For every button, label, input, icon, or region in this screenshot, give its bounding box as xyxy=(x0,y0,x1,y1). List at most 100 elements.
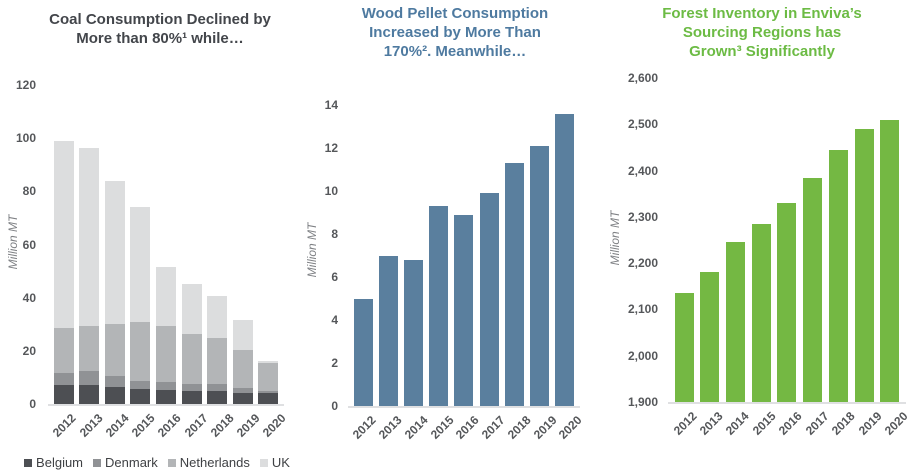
bar-2020 xyxy=(554,113,574,406)
y-tick-label-1900: 1,900 xyxy=(627,395,658,409)
legend-swatch-netherlands xyxy=(167,458,176,467)
y-tick-label-6: 6 xyxy=(331,270,338,284)
segment-netherlands-2020 xyxy=(258,362,279,391)
y-tick-label-120: 120 xyxy=(15,78,36,92)
wood-plot-area xyxy=(348,105,580,408)
bar-2014 xyxy=(726,242,746,402)
bar-2012 xyxy=(674,293,694,402)
y-tick-label-2200: 2,200 xyxy=(627,256,658,271)
coal-chart-title: Coal Consumption Declined by More than 8… xyxy=(49,11,271,47)
y-tick-label-8: 8 xyxy=(331,227,338,241)
coal-legend: Belgium Denmark Netherlands UK xyxy=(0,455,300,470)
segment-netherlands-2013 xyxy=(79,325,100,371)
bar-2016 xyxy=(155,267,176,404)
bar-2018 xyxy=(504,163,524,406)
legend-label-belgium: Belgium xyxy=(36,455,84,470)
segment-denmark-2016 xyxy=(155,382,176,391)
bar-2019 xyxy=(854,128,874,402)
x-tick-label-2015: 2015 xyxy=(128,411,158,440)
x-tick-label-2015: 2015 xyxy=(749,409,779,438)
x-tick-label-2014: 2014 xyxy=(401,413,431,442)
segment-belgium-2015 xyxy=(130,389,151,404)
coal-plot-area xyxy=(48,85,284,406)
segment-netherlands-2017 xyxy=(181,333,202,385)
x-tick-label-2012: 2012 xyxy=(670,409,700,438)
segment-netherlands-2018 xyxy=(207,337,228,385)
x-tick-label-2016: 2016 xyxy=(155,411,184,440)
x-tick-label-2018: 2018 xyxy=(829,409,858,438)
segment-denmark-2020 xyxy=(258,390,279,394)
segment-netherlands-2016 xyxy=(155,326,176,383)
forest-plot-area xyxy=(668,78,906,404)
y-tick-label-0: 0 xyxy=(29,397,36,411)
segment-uk-2019 xyxy=(232,320,253,350)
segment-netherlands-2019 xyxy=(232,349,253,388)
legend-item-uk: UK xyxy=(259,455,290,470)
segment-netherlands-2012 xyxy=(53,328,74,374)
bar-2013 xyxy=(79,147,100,404)
x-tick-label-2018: 2018 xyxy=(207,411,237,440)
legend-item-denmark: Denmark xyxy=(93,455,158,470)
segment-belgium-2013 xyxy=(79,385,100,404)
bar-2017 xyxy=(479,193,499,406)
x-tick-label-2019: 2019 xyxy=(530,413,560,442)
x-tick-label-2020: 2020 xyxy=(881,409,911,438)
x-tick-label-2013: 2013 xyxy=(375,413,405,442)
x-tick-label-2013: 2013 xyxy=(76,411,106,440)
bar-2013 xyxy=(379,255,399,406)
legend-item-belgium: Belgium xyxy=(24,455,83,470)
legend-item-netherlands: Netherlands xyxy=(167,455,250,470)
y-tick-label-12: 12 xyxy=(324,141,338,155)
bar-2016 xyxy=(777,202,797,402)
y-tick-label-0: 0 xyxy=(331,399,338,413)
y-tick-label-100: 100 xyxy=(15,131,36,146)
y-tick-label-2500: 2,500 xyxy=(627,117,658,132)
forest-chart-title: Forest Inventory in Enviva’s Sourcing Re… xyxy=(662,5,862,60)
x-tick-label-2017: 2017 xyxy=(802,409,832,438)
legend-label-netherlands: Netherlands xyxy=(179,455,250,470)
x-tick-label-2013: 2013 xyxy=(696,409,726,438)
y-tick-label-2000: 2,000 xyxy=(627,348,658,363)
bar-2017 xyxy=(803,177,823,402)
segment-uk-2012 xyxy=(53,140,74,329)
y-tick-label-2300: 2,300 xyxy=(627,209,658,224)
legend-swatch-uk xyxy=(259,458,268,467)
x-tick-label-2014: 2014 xyxy=(723,409,753,438)
coal-consumption-chart: Coal Consumption Declined by More than 8… xyxy=(0,0,300,476)
coal-y-axis-ticks: 0 20 40 60 80 100 120 xyxy=(0,0,38,476)
bar-2018 xyxy=(207,296,228,404)
segment-belgium-2014 xyxy=(104,386,125,404)
segment-belgium-2019 xyxy=(232,392,253,404)
y-tick-label-2100: 2,100 xyxy=(627,302,658,317)
wood-y-axis-ticks: 0 2 4 6 8 10 12 14 xyxy=(300,0,340,476)
bar-2019 xyxy=(232,320,253,404)
legend-label-denmark: Denmark xyxy=(105,455,158,470)
x-tick-label-2016: 2016 xyxy=(776,409,805,438)
bar-2016 xyxy=(454,214,474,406)
bar-2012 xyxy=(53,140,74,404)
legend-label-uk: UK xyxy=(271,455,290,470)
bar-2013 xyxy=(700,272,720,402)
segment-belgium-2020 xyxy=(258,393,279,404)
segment-denmark-2018 xyxy=(207,384,228,391)
x-tick-label-2019: 2019 xyxy=(233,411,263,440)
y-tick-label-20: 20 xyxy=(22,343,36,358)
segment-denmark-2012 xyxy=(53,373,74,386)
forest-inventory-chart: Forest Inventory in Enviva’s Sourcing Re… xyxy=(608,0,914,476)
x-tick-label-2018: 2018 xyxy=(504,413,534,442)
bar-2014 xyxy=(404,259,424,406)
segment-uk-2020 xyxy=(258,361,279,363)
x-tick-label-2012: 2012 xyxy=(50,411,80,440)
segment-denmark-2013 xyxy=(79,370,100,386)
x-tick-label-2012: 2012 xyxy=(350,413,379,442)
segment-uk-2017 xyxy=(181,284,202,334)
segment-denmark-2015 xyxy=(130,381,151,390)
segment-uk-2018 xyxy=(207,296,228,338)
bar-2014 xyxy=(104,180,125,404)
segment-denmark-2019 xyxy=(232,387,253,393)
bar-2015 xyxy=(751,223,771,402)
segment-uk-2016 xyxy=(155,267,176,327)
wood-pellet-chart: Wood Pellet Consumption Increased by Mor… xyxy=(300,0,610,476)
x-tick-label-2016: 2016 xyxy=(453,413,482,442)
y-tick-label-2400: 2,400 xyxy=(627,163,658,178)
